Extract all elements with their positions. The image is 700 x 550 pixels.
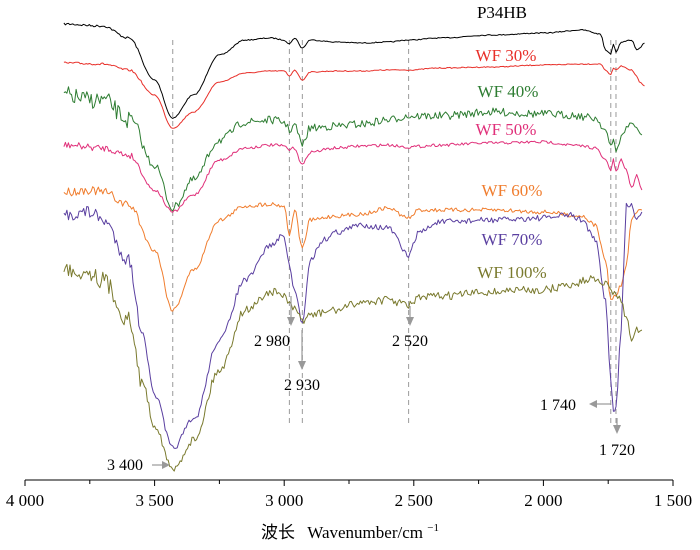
series-p34hb [63, 22, 645, 119]
annotation-2520-label: 2 520 [392, 333, 428, 350]
annotation-2520: 2 520 [392, 306, 428, 350]
reference-lines [172, 40, 617, 425]
x-tick-label-1500: 1 500 [654, 491, 692, 510]
x-tick-label-4000: 4 000 [6, 491, 44, 510]
x-axis-title-en: Wavenumber/cm [307, 523, 423, 542]
x-axis-title: 波长 Wavenumber/cm −1 [261, 522, 439, 543]
series-wf-50- [63, 140, 643, 213]
annotation-2930-label: 2 930 [284, 377, 320, 394]
annotation-3400: 3 400 [107, 457, 170, 474]
legend-label-wf100: WF 100% [477, 263, 546, 282]
annotation-1740: 1 740 [540, 397, 611, 414]
series-wf-40- [63, 86, 643, 212]
annotation-1720-label: 1 720 [599, 442, 635, 459]
x-tick-label-2500: 2 500 [395, 491, 433, 510]
annotation-1720: 1 720 [599, 418, 635, 459]
annotation-3400-label: 3 400 [107, 457, 143, 474]
x-axis-title-text: 波长 Wavenumber/cm −1 [261, 522, 439, 543]
x-axis-ticks: 4 000 3 500 3 000 2 500 2 000 1 500 [6, 480, 692, 510]
legend-label-wf50: WF 50% [476, 120, 537, 139]
annotation-1740-label: 1 740 [540, 397, 576, 414]
x-tick-label-3000: 3 000 [265, 491, 303, 510]
annotation-2980: 2 980 [254, 296, 295, 350]
x-tick-label-2000: 2 000 [524, 491, 562, 510]
annotation-2930: 2 930 [284, 330, 320, 394]
legend-label-wf40: WF 40% [478, 82, 539, 101]
series-wf-60- [63, 186, 643, 312]
legend-label-p34hb: P34HB [477, 3, 527, 22]
x-tick-label-3500: 3 500 [135, 491, 173, 510]
annotation-2980-label: 2 980 [254, 333, 290, 350]
legend-label-wf70: WF 70% [482, 230, 543, 249]
series-wf-100- [63, 263, 643, 472]
legend-label-wf60: WF 60% [482, 181, 543, 200]
peak-annotations: 3 400 2 980 2 930 2 520 1 740 1 720 [107, 296, 635, 474]
legend-label-wf30: WF 30% [476, 46, 537, 65]
legend: P34HB WF 30% WF 40% WF 50% WF 60% WF 70%… [476, 3, 547, 282]
x-axis-title-sup: −1 [427, 522, 439, 534]
spectra-curves [63, 22, 645, 472]
series-wf-70- [63, 202, 643, 449]
x-axis-title-cn: 波长 [261, 523, 295, 543]
series-wf-30- [63, 61, 645, 129]
